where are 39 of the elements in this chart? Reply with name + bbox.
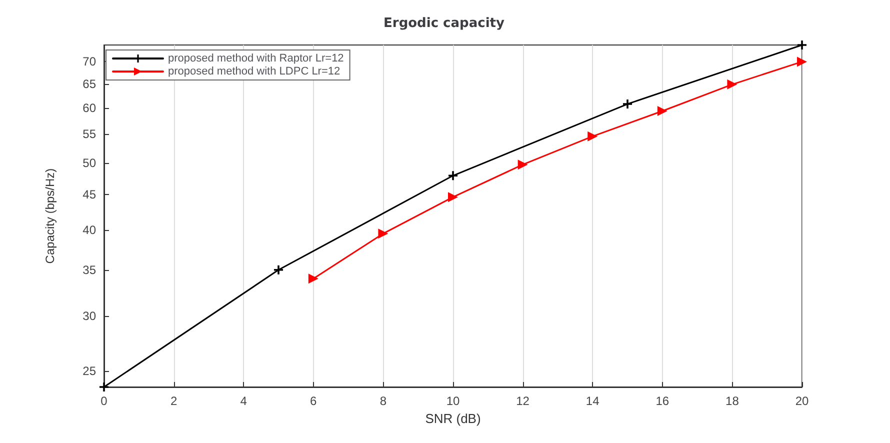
y-tick-label: 40	[82, 222, 96, 237]
x-tick-label: 6	[310, 394, 318, 408]
y-tick-label: 35	[82, 262, 96, 277]
y-tick-label: 70	[82, 54, 96, 69]
point	[100, 382, 108, 392]
chart-title: Ergodic capacity	[384, 16, 505, 31]
x-tick-label: 20	[795, 394, 809, 408]
point	[657, 106, 668, 116]
x-axis-title: SNR (dB)	[425, 410, 481, 426]
point	[623, 100, 632, 109]
legend-label: proposed method with LDPC Lr=12	[168, 66, 340, 78]
x-tick-label: 16	[656, 394, 670, 408]
point	[727, 79, 738, 90]
x-tick-label: 18	[726, 394, 740, 408]
y-tick-label: 50	[82, 156, 96, 170]
point	[518, 160, 528, 170]
point	[448, 171, 458, 180]
x-tick-label: 4	[240, 394, 248, 408]
x-tick-label: 8	[380, 394, 387, 408]
point	[797, 56, 807, 67]
x-tick-label: 10	[446, 394, 460, 408]
point	[308, 274, 318, 284]
x-tick-label: 2	[170, 394, 178, 408]
point	[798, 40, 806, 50]
y-tick-label: 25	[82, 364, 96, 378]
point	[378, 228, 388, 239]
y-axis-title: Capacity (bps/Hz)	[43, 168, 57, 264]
x-tick-label: 14	[586, 394, 600, 408]
y-tick-label: 30	[82, 309, 96, 324]
legend-label: proposed method with Raptor Lr=12	[168, 52, 344, 64]
y-tick-label: 65	[82, 76, 96, 91]
point	[588, 131, 598, 142]
y-tick-label: 55	[82, 127, 96, 142]
y-tick-label: 45	[82, 187, 96, 202]
point	[448, 192, 458, 202]
x-tick-label: 12	[516, 394, 530, 408]
y-tick-label: 60	[82, 100, 96, 115]
point	[274, 265, 283, 274]
x-tick-label: 0	[100, 394, 108, 408]
